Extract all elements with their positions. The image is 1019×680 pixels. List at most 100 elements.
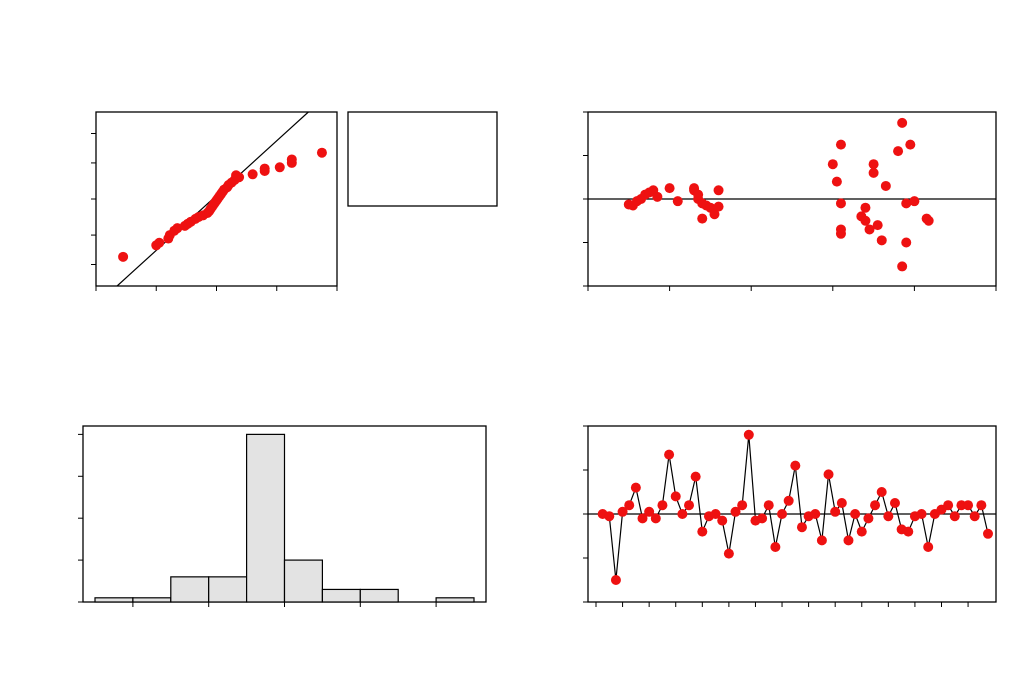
data-point — [650, 513, 661, 524]
data-point — [723, 548, 734, 559]
data-point — [286, 154, 297, 165]
residuals-vs-fits-plot — [583, 111, 997, 291]
histogram-bar — [132, 597, 172, 603]
data-point — [757, 513, 768, 524]
data-point — [274, 162, 285, 173]
data-point — [897, 261, 908, 272]
data-point — [876, 235, 887, 246]
data-point — [693, 189, 704, 200]
data-point — [690, 471, 701, 482]
data-point — [670, 491, 681, 502]
data-point — [713, 201, 724, 212]
data-point — [697, 526, 708, 537]
data-point — [843, 535, 854, 546]
data-point — [897, 117, 908, 128]
histogram-bar — [435, 597, 475, 603]
data-point — [743, 429, 754, 440]
data-point — [664, 449, 675, 460]
data-point — [901, 198, 912, 209]
data-point — [827, 159, 838, 170]
data-point — [868, 159, 879, 170]
histogram-bar — [283, 559, 324, 603]
data-point — [672, 196, 683, 207]
data-point — [860, 215, 871, 226]
data-point — [923, 542, 934, 552]
data-point — [783, 495, 794, 506]
data-point — [630, 482, 641, 493]
data-point — [901, 237, 912, 248]
data-point — [231, 170, 242, 181]
data-point — [889, 498, 900, 508]
data-point — [850, 509, 861, 519]
data-point — [118, 251, 129, 262]
data-point — [730, 506, 741, 517]
data-point — [657, 500, 668, 511]
data-point — [905, 139, 916, 150]
data-point — [830, 506, 841, 517]
data-point — [790, 460, 801, 471]
data-point — [883, 511, 894, 522]
residuals-vs-order-plot — [583, 425, 997, 607]
data-point — [872, 220, 883, 231]
histogram-bar — [359, 588, 399, 603]
data-point — [963, 500, 974, 511]
data-point — [172, 223, 183, 234]
data-point — [876, 487, 887, 497]
histogram-bar — [170, 576, 210, 603]
data-point — [737, 500, 748, 511]
data-point — [816, 535, 827, 546]
data-point — [709, 209, 720, 220]
data-point — [644, 506, 655, 517]
histogram-plot — [78, 425, 487, 607]
data-point — [710, 509, 721, 519]
histogram-bar — [208, 576, 248, 603]
data-point — [316, 147, 327, 158]
data-point — [868, 167, 879, 178]
data-point — [856, 526, 867, 537]
data-point — [604, 511, 615, 522]
histogram-bar — [321, 588, 361, 603]
data-point — [836, 498, 847, 508]
data-point — [831, 176, 842, 187]
data-point — [697, 213, 708, 224]
data-point — [909, 196, 920, 207]
data-point — [810, 509, 821, 519]
data-point — [713, 185, 724, 196]
data-point — [835, 139, 846, 150]
data-point — [923, 215, 934, 226]
data-point — [823, 469, 834, 480]
data-point — [893, 146, 904, 157]
data-point — [870, 500, 881, 511]
data-point — [154, 237, 165, 248]
data-point — [860, 202, 871, 213]
data-point — [903, 526, 914, 537]
data-point — [835, 198, 846, 209]
data-point — [637, 513, 648, 524]
data-point — [763, 500, 774, 511]
data-point — [777, 509, 788, 519]
data-point — [717, 515, 728, 526]
data-point — [259, 163, 270, 174]
data-point — [652, 191, 663, 202]
data-point — [916, 509, 927, 519]
data-point — [624, 500, 635, 511]
data-point — [610, 575, 621, 585]
data-point — [943, 500, 954, 511]
data-point — [247, 169, 258, 180]
data-point — [864, 224, 875, 235]
data-point — [863, 513, 874, 524]
histogram-bar — [94, 597, 134, 603]
histogram-bar — [246, 433, 286, 603]
data-point — [835, 228, 846, 239]
data-point — [969, 511, 980, 522]
data-point — [684, 500, 695, 511]
data-point — [983, 528, 993, 539]
data-point — [880, 180, 891, 191]
data-point — [617, 506, 628, 517]
data-point — [976, 500, 987, 511]
data-point — [664, 183, 675, 194]
normal-probability-plot — [91, 111, 338, 291]
data-point — [949, 511, 960, 522]
data-point — [677, 509, 688, 519]
